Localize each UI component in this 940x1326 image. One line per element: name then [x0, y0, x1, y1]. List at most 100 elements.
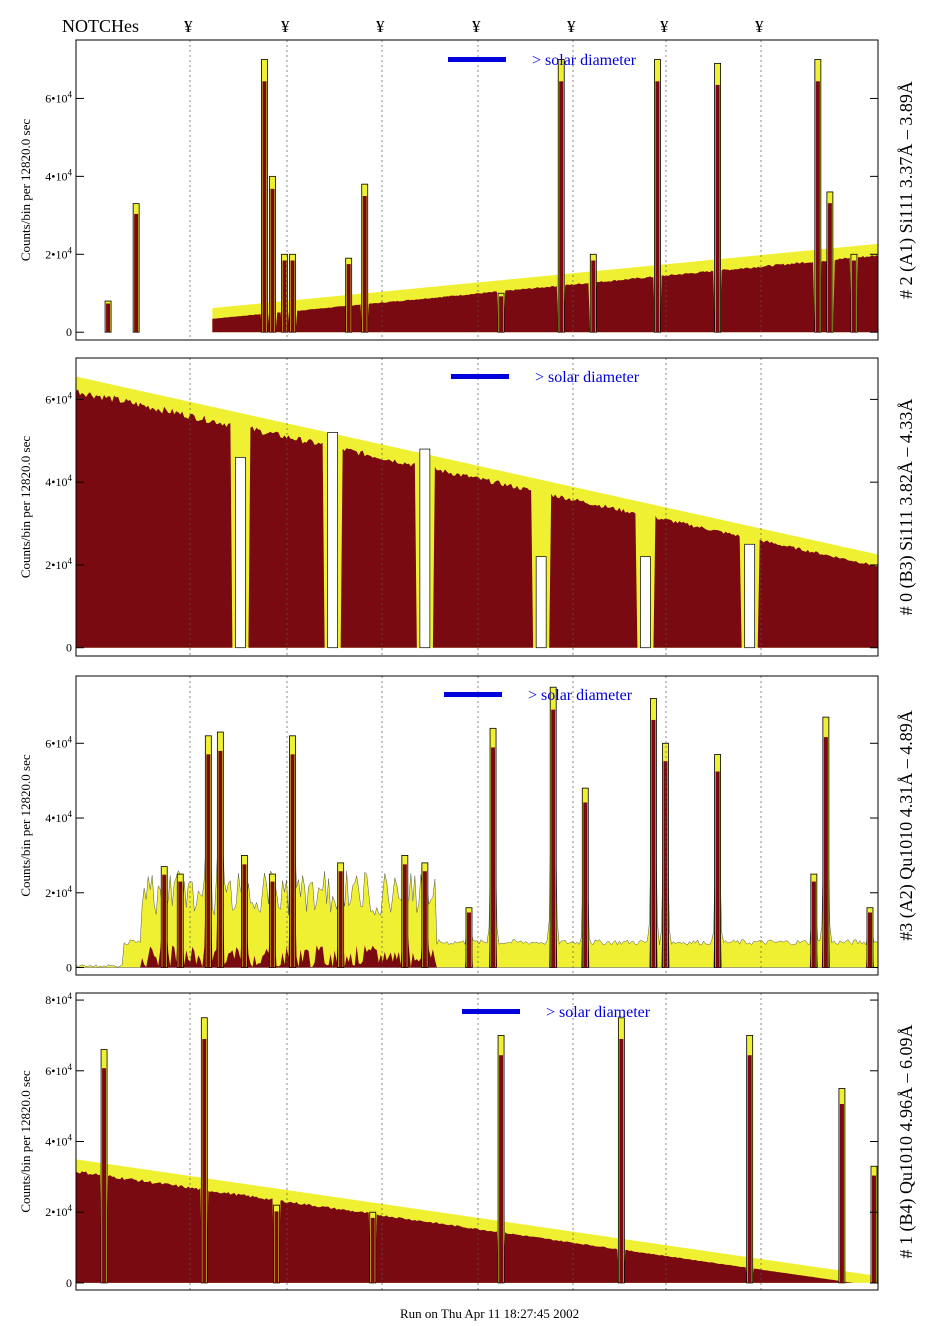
panel-1: 0 2•104 4•104 6•104 Counts/bin per 12820.0 s… — [18, 39, 917, 341]
notch-symbol-2: ¥ — [281, 17, 290, 36]
spike-bar-inner — [851, 260, 856, 333]
spike-bar-inner — [106, 303, 111, 333]
spike-bar-inner — [715, 771, 720, 968]
legend-swatch — [448, 57, 506, 62]
legend-label: > solar diameter — [535, 369, 640, 386]
spike-bar-inner — [823, 737, 828, 968]
spike-bar-inner — [839, 1104, 844, 1283]
plot-area-4 — [76, 1017, 878, 1284]
y-tick-label: 2•104 — [45, 884, 72, 900]
spike-bar-inner — [715, 84, 720, 333]
plot-area-1 — [104, 59, 878, 333]
y-tick-label: 6•104 — [45, 89, 72, 105]
spike-bar-inner — [663, 761, 668, 968]
notch-markers: ¥ ¥ ¥ ¥ ¥ ¥ ¥ — [184, 17, 764, 36]
spike-bar-inner — [747, 1055, 752, 1283]
panel-4: 0 2•104 4•104 6•104 8•104 Counts/bin per 1282… — [18, 991, 917, 1291]
y-tick-label: 8•104 — [45, 991, 72, 1007]
spike-bar-inner — [499, 1055, 504, 1283]
panel-title: #3 (A2) Qu1010 4.31Å – 4.89Å — [896, 710, 917, 940]
dip-mark — [419, 448, 431, 649]
background-area — [76, 687, 878, 968]
legend-label: > solar diameter — [546, 1004, 651, 1021]
spike-bar-inner — [282, 260, 287, 333]
spike-bar-inner — [499, 296, 504, 333]
spike-bar-inner — [270, 881, 275, 968]
legend-label: > solar diameter — [532, 52, 637, 69]
y-tick-label: 4•104 — [45, 167, 72, 183]
notches-label: NOTCHes — [62, 16, 139, 36]
data-area — [76, 389, 878, 648]
y-tick-label: 6•104 — [45, 734, 72, 750]
dip-mark — [744, 543, 756, 649]
spike-bar-inner — [290, 754, 295, 968]
y-tick-label: 2•104 — [45, 556, 72, 572]
legend-swatch — [444, 692, 502, 697]
spike-bar-inner — [162, 874, 167, 968]
axes-frame — [75, 357, 879, 657]
spike-bar-inner — [274, 1211, 279, 1283]
dip-mark — [327, 432, 338, 649]
run-timestamp: Run on Thu Apr 11 18:27:45 2002 — [400, 1306, 579, 1321]
panel-title: # 1 (B4) Qu1010 4.96Å – 6.09Å — [896, 1025, 917, 1259]
y-axis-label: Counts/bin per 12820.0 sec — [18, 754, 33, 896]
y-axis-label: Counts/bin per 12820.0 sec — [18, 436, 33, 578]
spike-bar-inner — [262, 81, 267, 333]
spike-bar-inner — [811, 881, 816, 968]
spike-bar-inner — [827, 203, 832, 333]
spike-bar-inner — [591, 260, 596, 333]
y-tick-label: 2•104 — [45, 1203, 72, 1219]
axes-frame — [75, 675, 879, 976]
spike-bar-inner — [202, 1038, 207, 1283]
y-tick-label: 0 — [66, 1276, 72, 1290]
spike-bar-inner — [583, 802, 588, 968]
notch-symbol-5: ¥ — [567, 17, 576, 36]
panel-title: # 2 (A1) Si111 3.37Å – 3.89Å — [896, 81, 917, 299]
spike-bar-inner — [270, 188, 275, 333]
spike-bar-inner — [466, 912, 471, 968]
y-tick-label: 4•104 — [45, 473, 72, 489]
y-tick-label: 0 — [66, 325, 72, 339]
axes-frame — [75, 39, 879, 341]
dip-mark — [235, 456, 246, 649]
spike-bar-inner — [218, 750, 223, 968]
spike-bar-inner — [242, 864, 247, 968]
spike-bar-inner — [815, 81, 820, 333]
y-axis-label: Counts/bin per 12820.0 sec — [18, 1070, 33, 1212]
notch-symbol-1: ¥ — [184, 17, 193, 36]
spike-bar-inner — [402, 864, 407, 968]
spike-bar-inner — [206, 754, 211, 968]
y-tick-label: 6•104 — [45, 1062, 72, 1078]
y-tick-label: 2•104 — [45, 245, 72, 261]
spike-bar-inner — [619, 1038, 624, 1283]
spike-bar-inner — [551, 709, 556, 968]
y-tick-label: 0 — [66, 641, 72, 655]
y-tick-label: 6•104 — [45, 390, 72, 406]
plot-area-2 — [76, 376, 878, 649]
notch-symbol-6: ¥ — [660, 17, 669, 36]
dip-mark — [535, 556, 547, 649]
spike-bar-inner — [290, 260, 295, 333]
panel-2: 0 2•104 4•104 6•104 Counts/bin per 12820.0 s… — [18, 357, 917, 657]
spike-bar-inner — [362, 196, 367, 333]
spike-bar-inner — [651, 719, 656, 968]
y-axis-label: Counts/bin per 12820.0 sec — [18, 119, 33, 261]
data-area — [212, 255, 878, 333]
panel-3: 0 2•104 4•104 6•104 Counts/bin per 12820.0 s… — [18, 675, 917, 976]
plot-area-3 — [76, 686, 878, 968]
notch-symbol-3: ¥ — [376, 17, 385, 36]
notch-symbol-4: ¥ — [472, 17, 481, 36]
y-tick-label: 0 — [66, 961, 72, 975]
spike-bar-inner — [867, 912, 872, 968]
spike-bar-inner — [491, 747, 496, 968]
notch-symbol-7: ¥ — [755, 17, 764, 36]
legend-label: > solar diameter — [528, 687, 633, 704]
spike-bar-inner — [102, 1068, 107, 1283]
spike-bar-inner — [370, 1217, 375, 1283]
dip-mark — [640, 556, 651, 649]
data-area — [76, 1171, 878, 1283]
spike-bar-inner — [559, 81, 564, 333]
spike-bar-inner — [346, 264, 351, 333]
y-tick-label: 4•104 — [45, 809, 72, 825]
